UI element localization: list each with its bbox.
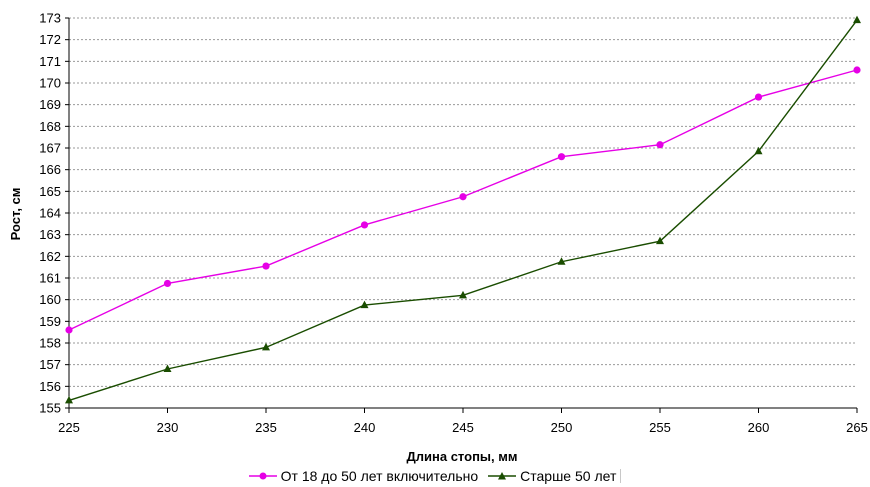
x-axis-title: Длина стопы, мм [407, 449, 518, 464]
x-tick-label: 255 [649, 420, 671, 435]
x-tick-label: 245 [452, 420, 474, 435]
x-tick-label: 230 [157, 420, 179, 435]
series-1-point [853, 66, 861, 74]
y-tick-label: 169 [39, 97, 61, 112]
y-tick-label: 160 [39, 292, 61, 307]
x-tick-label: 265 [846, 420, 868, 435]
gridlines [69, 17, 857, 387]
series-2-point [163, 364, 172, 372]
x-tick-label: 225 [58, 420, 80, 435]
legend-label-series-1: От 18 до 50 лет включительно [280, 468, 479, 484]
y-tick-label: 157 [39, 357, 61, 372]
series-1-point [163, 279, 172, 288]
y-tick-label: 161 [39, 271, 61, 286]
legend-label-series-2: Старше 50 лет [520, 468, 617, 484]
y-tick-label: 166 [39, 162, 61, 177]
series-1-point [360, 221, 369, 229]
x-tick-labels: 225 230 235 240 245 250 255 260 265 [58, 420, 868, 435]
series-1-point [557, 153, 566, 161]
y-tick-label: 159 [39, 314, 61, 329]
y-tick-label: 171 [39, 54, 61, 69]
y-tick-label: 172 [39, 32, 61, 47]
series-layer [65, 15, 861, 404]
y-tick-label: 165 [39, 184, 61, 199]
series-2-point [360, 300, 369, 309]
x-tick-label: 260 [748, 420, 770, 435]
y-tick-label: 173 [39, 11, 61, 26]
x-tick-label: 235 [255, 420, 277, 435]
series-1-point [459, 193, 467, 201]
series-1-point [262, 262, 270, 270]
x-tick-label: 250 [551, 420, 573, 435]
series-2-point [656, 236, 664, 245]
legend-divider [620, 469, 622, 483]
series-2-point [853, 15, 861, 24]
line-chart: 155 156 157 158 159 160 161 162 163 164 165 166 167 1… [8, 11, 868, 465]
y-tick-label: 155 [39, 401, 61, 416]
y-tick-label: 162 [39, 249, 61, 264]
y-tick-label: 156 [39, 379, 61, 394]
series-2-point [459, 290, 467, 299]
series-2-point [754, 146, 763, 155]
y-tick-label: 164 [39, 206, 61, 221]
series-2-point [65, 395, 73, 404]
series-1-point [65, 326, 73, 334]
series-1-point [656, 141, 664, 149]
y-tick-label: 167 [39, 141, 61, 156]
series-2-point [557, 257, 566, 265]
legend: От 18 до 50 лет включительно Старше 50 л… [0, 466, 870, 486]
y-tick-label: 170 [39, 76, 61, 91]
series-2-point [262, 342, 270, 351]
axes [65, 17, 858, 413]
y-tick-labels: 155 156 157 158 159 160 161 162 163 164 165 166 167 1… [39, 11, 61, 416]
legend-key-triangle [488, 472, 517, 480]
series-1-point [754, 93, 763, 101]
legend-key-circle [248, 472, 277, 480]
legend-item-series-1: От 18 до 50 лет включительно [248, 468, 479, 484]
y-tick-label: 168 [39, 119, 61, 134]
y-tick-label: 163 [39, 227, 61, 242]
y-tick-label: 158 [39, 336, 61, 351]
x-tick-label: 240 [354, 420, 376, 435]
legend-item-series-2: Старше 50 лет [488, 468, 616, 484]
y-axis-title: Рост, см [8, 188, 23, 241]
